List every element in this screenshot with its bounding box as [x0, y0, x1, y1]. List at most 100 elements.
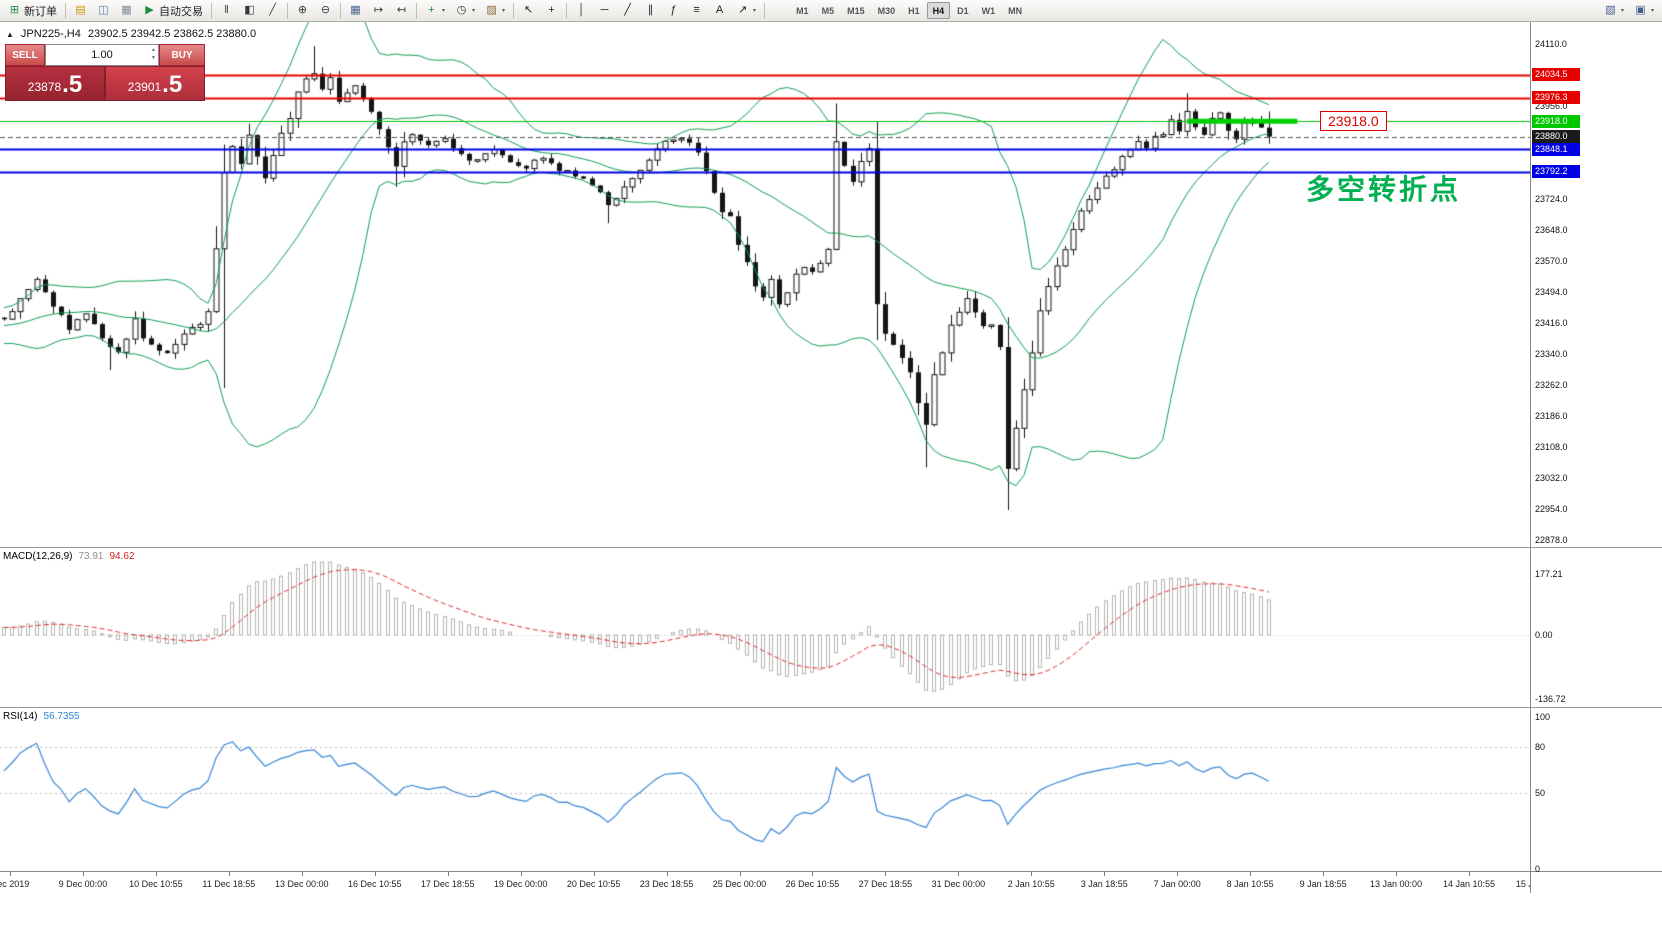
dropdown-caret-icon: ▾ — [442, 8, 446, 14]
channel-icon[interactable]: ∥ — [639, 2, 662, 20]
time-tick — [739, 872, 741, 876]
cursor-icon[interactable]: ↖ — [517, 2, 540, 20]
timeframe-button-h4[interactable]: H4 — [926, 2, 951, 19]
time-tick — [812, 872, 814, 876]
shapes-icon[interactable]: ≡ — [685, 2, 708, 20]
buy-price-button[interactable]: 23901 .5 — [105, 66, 205, 101]
new-chart-icon[interactable]: ▧ ▾ — [1599, 2, 1629, 20]
time-label: 19 Dec 00:00 — [493, 879, 548, 889]
vertical-line-icon[interactable]: │ — [570, 2, 593, 20]
rsi-chart[interactable] — [0, 708, 1530, 871]
price-tick: 23956.0 — [1535, 101, 1568, 112]
indicators-icon[interactable]: + ▾ — [420, 2, 450, 20]
price-level-badge: 23848.1 — [1532, 142, 1580, 156]
price-tick: 23186.0 — [1535, 410, 1568, 421]
time-label: 9 Dec 00:00 — [58, 879, 108, 889]
spinner-up-icon[interactable]: ▲ — [151, 47, 156, 53]
price-tick: 22878.0 — [1535, 534, 1568, 545]
timeframe-button-d1[interactable]: D1 — [951, 2, 975, 19]
periods-icon[interactable]: ◷ ▾ — [450, 2, 480, 20]
arrow-tools-icon[interactable]: ↗ ▾ — [731, 2, 761, 20]
volume-spinner[interactable]: ▲ ▼ — [151, 47, 156, 62]
price-tick: 22954.0 — [1535, 504, 1568, 515]
time-label: 13 Jan 00:00 — [1370, 879, 1423, 889]
timeframe-button-w1[interactable]: W1 — [976, 2, 1002, 19]
time-tick — [447, 872, 449, 876]
timeframe-button-mn[interactable]: MN — [1002, 2, 1028, 19]
timeframe-button-h1[interactable]: H1 — [902, 2, 926, 19]
navigator-icon[interactable]: ◫ — [92, 2, 115, 20]
market-watch-icon[interactable]: ▤ — [69, 2, 92, 20]
time-tick — [666, 872, 668, 876]
price-axis[interactable]: 24110.0 23956.0 23724.0 23648.0 23570.0 23494… — [1530, 22, 1662, 547]
time-tick — [1469, 872, 1470, 876]
candlestick-chart[interactable] — [0, 22, 1530, 547]
price-alert-tag[interactable]: 23918.0 — [1320, 111, 1387, 131]
timeframe-button-m15[interactable]: M15 — [841, 2, 871, 19]
time-label: 8 Jan 10:55 — [1226, 879, 1274, 889]
bar-chart-icon[interactable]: ‖ — [215, 2, 238, 20]
rsi-axis-label: 80 — [1535, 742, 1546, 753]
macd-title: MACD(12,26,9) 73.91 94.62 — [3, 551, 135, 562]
macd-axis[interactable]: 177.21 0.00 -136.72 — [1530, 548, 1662, 707]
price-tick: 23032.0 — [1535, 472, 1568, 483]
crosshair-icon[interactable]: + — [540, 2, 563, 20]
time-axis[interactable]: Dec 2019 9 Dec 00:00 10 Dec 10:55 11 Dec 18… — [0, 871, 1662, 893]
annotation-text: 多空转折点 — [1306, 174, 1462, 205]
price-level-badge: 23792.2 — [1532, 165, 1580, 179]
fibonacci-icon[interactable]: ƒ — [662, 2, 685, 20]
macd-chart[interactable] — [0, 548, 1530, 707]
auto-scroll-icon[interactable]: ↦ — [367, 2, 390, 20]
toolbar-separator — [513, 2, 515, 19]
time-label: 23 Dec 18:55 — [639, 879, 694, 889]
profiles-icon[interactable]: ▣ ▾ — [1629, 2, 1659, 20]
text-icon[interactable]: A — [708, 2, 731, 20]
time-label: Dec 2019 — [0, 879, 30, 889]
sell-button[interactable]: SELL — [5, 44, 45, 66]
rsi-axis-label: 100 — [1535, 712, 1551, 722]
rsi-name: RSI(14) — [3, 711, 38, 722]
collapse-trade-panel-icon[interactable]: ▲ — [6, 29, 14, 39]
rsi-panel: RSI(14) 56.7355 100 80 50 0 — [0, 707, 1662, 874]
time-label: 3 Jan 18:55 — [1080, 879, 1128, 889]
rsi-axis[interactable]: 100 80 50 0 — [1530, 708, 1662, 874]
time-label: 10 Dec 10:55 — [129, 879, 183, 889]
toolbar-separator — [340, 2, 341, 19]
tile-windows-icon[interactable]: ▦ — [344, 2, 367, 20]
autotrading-button[interactable]: ▶ 自动交易 — [138, 2, 208, 20]
terminal-icon[interactable]: ▦ — [115, 2, 138, 20]
dropdown-caret-icon: ▾ — [753, 8, 757, 14]
buy-button[interactable]: BUY — [159, 44, 205, 66]
horizontal-line-icon[interactable]: ─ — [593, 2, 616, 20]
time-label: 15 Jan 18:55 — [1515, 879, 1530, 889]
price-tick: 23724.0 — [1535, 194, 1568, 205]
time-label: 27 Dec 18:55 — [858, 879, 913, 889]
dropdown-caret-icon: ▾ — [1620, 8, 1624, 14]
trendline-icon[interactable]: ╱ — [616, 2, 639, 20]
one-click-trade-panel: SELL 1.00 ▲ ▼ BUY 23878 .5 — [5, 44, 205, 101]
macd-signal-value: 94.62 — [109, 551, 135, 562]
price-level-badge: 23880.0 — [1532, 130, 1580, 144]
zoom-out-icon[interactable]: ⊖ — [314, 2, 337, 20]
timeframe-button-m30[interactable]: M30 — [872, 2, 902, 19]
toolbar-separator — [65, 2, 66, 19]
templates-icon[interactable]: ▨ ▾ — [480, 2, 510, 20]
dropdown-caret-icon: ▾ — [1650, 8, 1654, 14]
volume-field[interactable]: 1.00 ▲ ▼ — [45, 44, 159, 66]
sell-price-button[interactable]: 23878 .5 — [5, 66, 105, 101]
time-label: 20 Dec 10:55 — [566, 879, 621, 889]
line-chart-icon[interactable]: ╱ — [261, 2, 284, 20]
time-tick — [10, 872, 11, 876]
price-tick: 24110.0 — [1535, 39, 1567, 50]
zoom-in-icon[interactable]: ⊕ — [291, 2, 314, 20]
timeframe-button-m1[interactable]: M1 — [790, 2, 815, 19]
time-label: 16 Dec 10:55 — [347, 879, 402, 889]
chart-shift-icon[interactable]: ↤ — [390, 2, 413, 20]
time-tick — [593, 872, 595, 876]
candlestick-chart-icon[interactable]: ◧ — [238, 2, 261, 20]
spinner-down-icon[interactable]: ▼ — [151, 54, 156, 61]
timeframe-button-m5[interactable]: M5 — [816, 2, 841, 19]
bottom-margin — [0, 893, 1662, 947]
new-order-button[interactable]: ⊞ 新订单 — [3, 2, 62, 20]
time-tick — [958, 872, 960, 876]
